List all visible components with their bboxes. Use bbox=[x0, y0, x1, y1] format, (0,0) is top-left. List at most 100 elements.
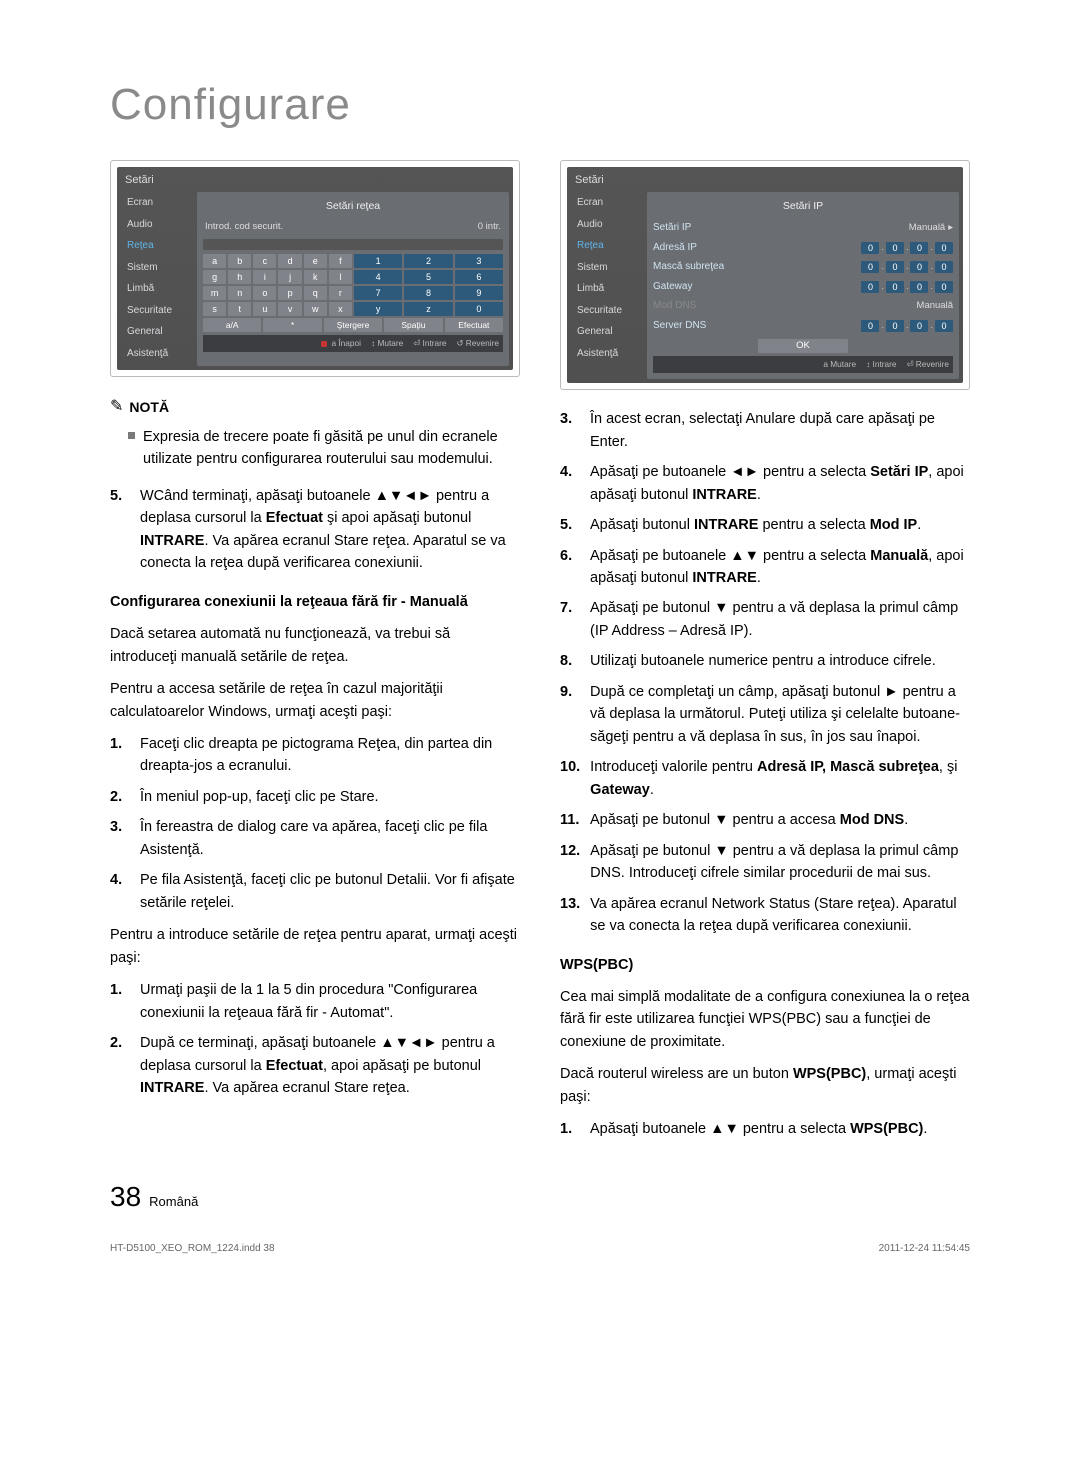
page-number: 38 bbox=[110, 1181, 141, 1213]
key[interactable]: 8 bbox=[404, 286, 452, 300]
key[interactable]: k bbox=[304, 270, 327, 284]
sidebar-item[interactable]: Ecran bbox=[123, 192, 197, 214]
ip-row[interactable]: Server DNS0.0.0.0 bbox=[653, 316, 953, 336]
sidebar-item[interactable]: Audio bbox=[123, 214, 197, 236]
ip-row[interactable]: Gateway0.0.0.0 bbox=[653, 277, 953, 297]
key[interactable]: w bbox=[304, 302, 327, 316]
panel-hints: a Mutare ↕ Intrare ⏎ Revenire bbox=[653, 356, 953, 373]
onscreen-keyboard[interactable]: abcdef123 ghijkl456 mnopqr789 stuvwxyz0 bbox=[203, 254, 503, 316]
subhead-manual: Configurarea conexiunii la reţeaua fără … bbox=[110, 591, 520, 613]
key[interactable]: v bbox=[278, 302, 301, 316]
key[interactable]: h bbox=[228, 270, 251, 284]
key[interactable]: i bbox=[253, 270, 276, 284]
key[interactable]: x bbox=[329, 302, 352, 316]
key[interactable]: 7 bbox=[354, 286, 402, 300]
page-footer: 38 Română bbox=[110, 1181, 970, 1213]
key[interactable]: u bbox=[253, 302, 276, 316]
key[interactable]: n bbox=[228, 286, 251, 300]
right-column: Setări EcranAudioReţeaSistemLimbăSecurit… bbox=[560, 160, 970, 1149]
key[interactable]: d bbox=[278, 254, 301, 268]
panel-settings-label: Setări bbox=[117, 167, 513, 192]
panel-sub-right: 0 intr. bbox=[478, 220, 501, 235]
sidebar-item[interactable]: General bbox=[573, 321, 647, 343]
key[interactable]: r bbox=[329, 286, 352, 300]
keyboard-footer[interactable]: a/A*ŞtergereSpaţiuEfectuat bbox=[203, 318, 503, 332]
print-left: HT-D5100_XEO_ROM_1224.indd 38 bbox=[110, 1243, 275, 1254]
win-step-4: 4.Pe fila Asistenţă, faceţi clic pe buto… bbox=[110, 869, 520, 914]
key[interactable]: b bbox=[228, 254, 251, 268]
r-step-8: 8.Utilizaţi butoanele numerice pentru a … bbox=[560, 650, 970, 672]
sidebar-item[interactable]: Sistem bbox=[123, 257, 197, 279]
key-footer[interactable]: Efectuat bbox=[445, 318, 503, 332]
para-2: Pentru a accesa setările de reţea în caz… bbox=[110, 678, 520, 723]
key-footer[interactable]: Ştergere bbox=[324, 318, 382, 332]
hint: ↕ Mutare bbox=[371, 337, 403, 350]
sidebar-item[interactable]: Asistenţă bbox=[123, 343, 197, 365]
key-footer[interactable]: * bbox=[263, 318, 321, 332]
r-step-4: 4. Apăsaţi pe butoanele ◄► pentru a sele… bbox=[560, 461, 970, 506]
key[interactable]: f bbox=[329, 254, 352, 268]
r-step-6: 6. Apăsaţi pe butoanele ▲▼ pentru a sele… bbox=[560, 545, 970, 590]
r-step-12: 12. Apăsaţi pe butonul ▼ pentru a vă dep… bbox=[560, 840, 970, 885]
page-title: Configurare bbox=[110, 80, 970, 130]
key[interactable]: p bbox=[278, 286, 301, 300]
sidebar-item[interactable]: Reţea bbox=[123, 235, 197, 257]
key[interactable]: 9 bbox=[455, 286, 503, 300]
key[interactable]: 5 bbox=[404, 270, 452, 284]
r-step-5: 5. Apăsaţi butonul INTRARE pentru a sele… bbox=[560, 514, 970, 536]
key[interactable]: y bbox=[354, 302, 402, 316]
ip-row[interactable]: Mască subreţea0.0.0.0 bbox=[653, 257, 953, 277]
security-code-input[interactable] bbox=[203, 239, 503, 250]
key[interactable]: 1 bbox=[354, 254, 402, 268]
sidebar-item[interactable]: Securitate bbox=[123, 300, 197, 322]
key[interactable]: 2 bbox=[404, 254, 452, 268]
r-step-3: 3.În acest ecran, selectaţi Anulare după… bbox=[560, 408, 970, 453]
sidebar-item[interactable]: General bbox=[123, 321, 197, 343]
hint: ↺ Revenire bbox=[457, 337, 499, 350]
sidebar-item[interactable]: Asistenţă bbox=[573, 343, 647, 365]
key[interactable]: l bbox=[329, 270, 352, 284]
win-step-3: 3.În fereastra de dialog care va apărea,… bbox=[110, 816, 520, 861]
key[interactable]: e bbox=[304, 254, 327, 268]
para-1: Dacă setarea automată nu funcţionează, v… bbox=[110, 623, 520, 668]
ip-row[interactable]: Mod DNSManuală bbox=[653, 296, 953, 316]
panel-hints: a Înapoi ↕ Mutare ⏎ Intrare ↺ Revenire bbox=[203, 335, 503, 352]
key[interactable]: t bbox=[228, 302, 251, 316]
sidebar-item[interactable]: Audio bbox=[573, 214, 647, 236]
key[interactable]: c bbox=[253, 254, 276, 268]
sidebar-item[interactable]: Sistem bbox=[573, 257, 647, 279]
key-footer[interactable]: a/A bbox=[203, 318, 261, 332]
key[interactable]: 6 bbox=[455, 270, 503, 284]
sidebar-item[interactable]: Securitate bbox=[573, 300, 647, 322]
sidebar-item[interactable]: Limbă bbox=[123, 278, 197, 300]
key[interactable]: o bbox=[253, 286, 276, 300]
left-column: Setări EcranAudioReţeaSistemLimbăSecurit… bbox=[110, 160, 520, 1149]
settings-panel-keyboard: Setări EcranAudioReţeaSistemLimbăSecurit… bbox=[110, 160, 520, 377]
sidebar-item[interactable]: Reţea bbox=[573, 235, 647, 257]
sidebar-item[interactable]: Limbă bbox=[573, 278, 647, 300]
key[interactable]: m bbox=[203, 286, 226, 300]
key[interactable]: a bbox=[203, 254, 226, 268]
note-label: NOTĂ bbox=[129, 397, 169, 419]
step-text: WCând terminaţi, apăsaţi butoanele ▲▼◄► … bbox=[140, 485, 520, 575]
app-step-1: 1.Urmaţi paşii de la 1 la 5 din procedur… bbox=[110, 979, 520, 1024]
key[interactable]: s bbox=[203, 302, 226, 316]
key[interactable]: 4 bbox=[354, 270, 402, 284]
ip-rows[interactable]: Setări IPManuală ▸Adresă IP0.0.0.0Mască … bbox=[653, 218, 953, 335]
key[interactable]: 3 bbox=[455, 254, 503, 268]
key[interactable]: j bbox=[278, 270, 301, 284]
hint: ⏎ Revenire bbox=[907, 358, 949, 371]
ok-button[interactable]: OK bbox=[758, 339, 848, 353]
hint: ⏎ Intrare bbox=[413, 337, 446, 350]
hint: a Mutare bbox=[823, 358, 856, 371]
key[interactable]: 0 bbox=[455, 302, 503, 316]
key[interactable]: g bbox=[203, 270, 226, 284]
key[interactable]: z bbox=[404, 302, 452, 316]
r-step-13: 13.Va apărea ecranul Network Status (Sta… bbox=[560, 893, 970, 938]
bullet-square-icon bbox=[128, 432, 135, 439]
sidebar-item[interactable]: Ecran bbox=[573, 192, 647, 214]
ip-row[interactable]: Setări IPManuală ▸ bbox=[653, 218, 953, 238]
ip-row[interactable]: Adresă IP0.0.0.0 bbox=[653, 238, 953, 258]
key[interactable]: q bbox=[304, 286, 327, 300]
key-footer[interactable]: Spaţiu bbox=[384, 318, 442, 332]
